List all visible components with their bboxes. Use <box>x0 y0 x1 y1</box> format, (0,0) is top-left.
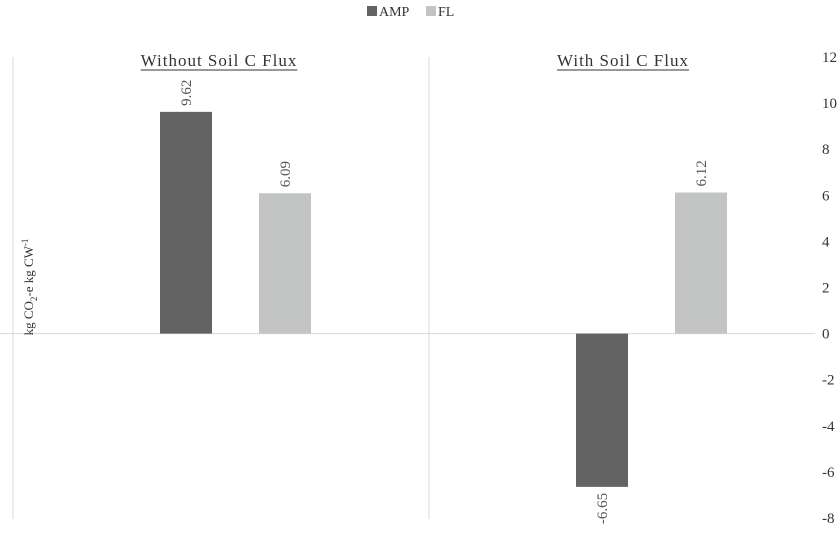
y-tick-label: -4 <box>822 419 835 435</box>
data-label-panel2-fl: 6.12 <box>694 160 710 186</box>
data-label-panel1-fl: 6.09 <box>278 161 294 187</box>
y-tick-label: 8 <box>822 142 830 158</box>
legend-swatch-fl <box>426 6 436 16</box>
bar-panel1-fl <box>259 193 311 334</box>
y-tick-label: 10 <box>822 96 837 112</box>
y-tick-label: 12 <box>822 50 837 66</box>
panel-title-1: Without Soil C Flux <box>141 51 298 70</box>
bar-panel1-amp <box>160 111 212 334</box>
data-label-panel2-amp: -6.65 <box>595 493 611 524</box>
y-tick-label: 2 <box>822 281 830 297</box>
y-tick-label: -6 <box>822 465 835 481</box>
y-tick-label: 6 <box>822 188 830 204</box>
legend: AMP FL <box>367 5 454 20</box>
y-axis-ticks: 12 10 8 6 4 2 0 -2 -4 -6 -8 <box>822 50 837 527</box>
legend-swatch-amp <box>367 6 377 16</box>
legend-label-amp: AMP <box>379 5 410 20</box>
y-tick-label: -8 <box>822 511 835 527</box>
panel-titles: Without Soil C Flux With Soil C Flux <box>140 51 689 71</box>
data-label-panel1-amp: 9.62 <box>179 80 195 106</box>
panel-title-2: With Soil C Flux <box>557 51 689 70</box>
legend-label-fl: FL <box>438 5 454 20</box>
panel-dividers <box>12 57 430 519</box>
y-axis-title: kg CO2-e kg CW-1 <box>20 239 39 336</box>
y-tick-label: 4 <box>822 234 830 250</box>
y-tick-label: 0 <box>822 327 830 343</box>
y-tick-label: -2 <box>822 373 835 389</box>
bars <box>160 111 727 487</box>
bar-panel2-amp <box>576 333 628 487</box>
bar-panel2-fl <box>675 192 727 334</box>
data-labels: 9.62 6.09 -6.65 6.12 <box>179 80 710 525</box>
